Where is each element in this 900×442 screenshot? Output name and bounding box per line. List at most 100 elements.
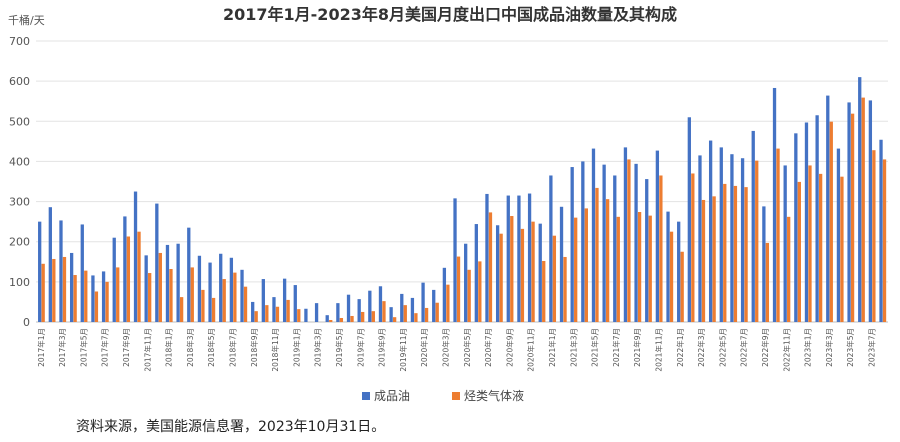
bar-refined-products: [304, 308, 308, 322]
bar-refined-products: [549, 175, 553, 322]
bar-refined-products: [187, 227, 191, 322]
bar-refined-products: [858, 77, 862, 322]
bar-refined-products: [826, 95, 830, 322]
y-axis-ticks: 0 100 200 300 400 500 600 700: [9, 35, 30, 329]
bar-hgl: [297, 309, 301, 322]
bar-refined-products: [677, 221, 681, 322]
bar-refined-products: [272, 297, 276, 322]
bar-hgl: [169, 269, 173, 322]
x-tick-label: 2018年3月: [185, 328, 195, 367]
bar-refined-products: [421, 282, 425, 322]
bar-refined-products: [879, 139, 883, 322]
bar-hgl: [712, 196, 716, 322]
bar-refined-products: [219, 253, 223, 322]
bar-refined-products: [69, 252, 74, 322]
bar-hgl: [211, 297, 216, 322]
x-tick-label: 2019年5月: [334, 328, 344, 367]
bar-hgl: [765, 242, 770, 322]
bar-refined-products: [581, 161, 585, 322]
bar-hgl: [275, 306, 280, 322]
x-tick-label: 2017年5月: [78, 328, 88, 367]
y-tick-label: 0: [23, 316, 30, 329]
bar-hgl: [392, 317, 397, 322]
bar-hgl: [105, 281, 109, 322]
bar-hgl: [201, 289, 205, 322]
bar-refined-products: [495, 225, 500, 322]
y-tick-label: 400: [9, 155, 30, 168]
bar-refined-products: [687, 117, 691, 323]
bar-refined-products: [655, 150, 660, 322]
x-tick-label: 2021年5月: [590, 328, 600, 367]
bar-refined-products: [208, 262, 212, 322]
bar-refined-products: [634, 163, 638, 322]
bar-refined-products: [101, 271, 106, 322]
bar-refined-products: [698, 155, 702, 322]
chart-title: 2017年1月-2023年8月美国月度出口中国成品油数量及其构成: [223, 5, 677, 24]
x-tick-label: 2022年1月: [675, 328, 685, 367]
bar-hgl: [818, 173, 823, 322]
bar-refined-products: [314, 303, 319, 322]
bar-refined-products: [517, 195, 521, 322]
bar-refined-products: [155, 203, 159, 322]
bar-hgl: [776, 148, 780, 322]
bar-refined-products: [645, 179, 649, 322]
bar-refined-products: [847, 102, 851, 322]
bar-hgl: [552, 235, 557, 322]
x-tick-label: 2023年3月: [824, 328, 834, 367]
x-tick-label: 2017年7月: [100, 328, 110, 367]
x-tick-label: 2022年5月: [717, 328, 727, 367]
bar-hgl: [467, 269, 471, 322]
bar-hgl: [680, 251, 684, 322]
x-tick-label: 2021年3月: [568, 328, 578, 367]
bar-hgl: [339, 317, 344, 322]
x-tick-label: 2021年1月: [547, 328, 557, 367]
y-tick-label: 700: [9, 35, 30, 48]
bar-hgl: [808, 165, 812, 322]
x-tick-label: 2019年11月: [398, 328, 408, 372]
bar-refined-products: [538, 223, 542, 322]
x-tick-label: 2020年9月: [504, 328, 514, 367]
bar-refined-products: [740, 158, 745, 322]
bar-refined-products: [730, 154, 734, 322]
x-tick-label: 2017年3月: [57, 328, 67, 367]
bar-hgl: [637, 212, 642, 322]
bar-refined-products: [474, 224, 478, 322]
bar-refined-products: [197, 255, 202, 322]
bar-refined-products: [708, 140, 713, 322]
bar-hgl: [723, 183, 727, 322]
bar-hgl: [52, 258, 56, 322]
bar-hgl: [584, 208, 588, 322]
x-tick-label: 2022年7月: [739, 328, 749, 367]
bar-refined-products: [815, 115, 819, 322]
bar-hgl: [861, 97, 865, 322]
bar-refined-products: [613, 175, 617, 322]
bar-hgl: [882, 159, 887, 322]
bar-hgl: [84, 270, 88, 322]
x-tick-label: 2022年3月: [696, 328, 706, 367]
bar-refined-products: [868, 100, 873, 322]
bar-hgl: [233, 272, 237, 322]
bar-hgl: [158, 252, 162, 322]
x-tick-label: 2017年1月: [36, 328, 46, 367]
bar-hgl: [542, 260, 546, 322]
bar-refined-products: [432, 289, 436, 322]
bar-refined-products: [527, 193, 532, 322]
source-note: 资料来源，美国能源信息署，2023年10月31日。: [76, 418, 385, 435]
bar-hgl: [41, 263, 45, 322]
bar-refined-products: [506, 195, 510, 322]
bar-hgl: [62, 256, 67, 322]
bars: [38, 77, 887, 323]
x-tick-label: 2018年1月: [164, 328, 174, 367]
y-tick-label: 100: [9, 276, 30, 289]
y-tick-label: 500: [9, 115, 30, 128]
bar-refined-products: [485, 193, 489, 322]
x-tick-label: 2022年9月: [760, 328, 770, 367]
x-tick-label: 2019年3月: [313, 328, 323, 367]
bar-refined-products: [453, 198, 457, 322]
bar-refined-products: [176, 243, 180, 322]
bar-hgl: [531, 221, 535, 322]
bar-refined-products: [591, 148, 596, 322]
x-tick-label: 2018年5月: [206, 328, 216, 367]
x-tick-label: 2017年11月: [142, 328, 152, 372]
